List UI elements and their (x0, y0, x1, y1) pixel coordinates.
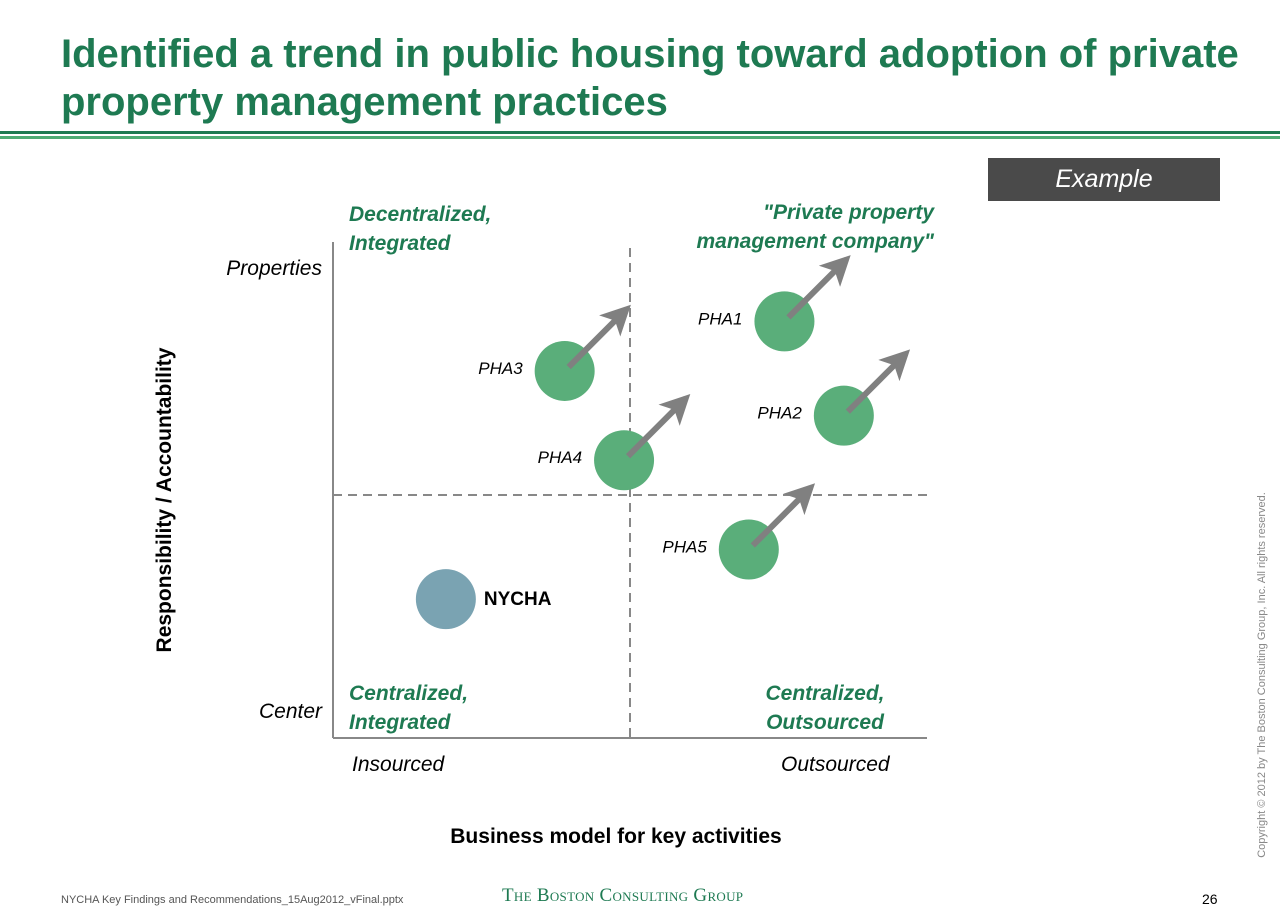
label-pha4: PHA4 (538, 448, 582, 467)
quadrant-label-bottom-left: Centralized, Integrated (349, 682, 469, 734)
label-pha2: PHA2 (757, 404, 802, 423)
footer-filename: NYCHA Key Findings and Recommendations_1… (61, 894, 404, 906)
copyright-notice: Copyright © 2012 by The Boston Consultin… (1256, 492, 1268, 858)
quadrant-label-top-left: Decentralized, Integrated (349, 203, 492, 255)
label-pha1: PHA1 (698, 309, 742, 328)
arrow-pha1 (786, 255, 851, 320)
title-rule-dark (0, 131, 1280, 134)
y-axis-top-label: Properties (226, 257, 322, 280)
title-rule-light (0, 136, 1280, 139)
page-title: Identified a trend in public housing tow… (61, 32, 1239, 124)
y-axis-title: Responsibility / Accountability (153, 347, 176, 653)
label-nycha: NYCHA (484, 589, 552, 610)
y-axis-bottom-label: Center (258, 700, 322, 723)
arrow-pha2 (845, 349, 911, 414)
arrow-pha5 (750, 483, 816, 548)
arrow-pha3 (566, 304, 631, 370)
example-badge: Example (988, 158, 1220, 201)
page-number: 26 (1202, 891, 1218, 907)
footer-brand-logo: The Boston Consulting Group (502, 885, 744, 906)
label-pha5: PHA5 (662, 538, 707, 557)
x-axis-right-label: Outsourced (781, 753, 890, 776)
label-pha3: PHA3 (478, 359, 523, 378)
quadrant-label-bottom-right: Centralized, Outsourced (765, 682, 885, 734)
arrow-pha4 (625, 393, 691, 459)
x-axis-title: Business model for key activities (450, 825, 782, 848)
quadrant-label-top-right: "Private property management company" (696, 201, 934, 253)
bubble-nycha (415, 569, 476, 630)
x-axis-left-label: Insourced (352, 753, 445, 776)
